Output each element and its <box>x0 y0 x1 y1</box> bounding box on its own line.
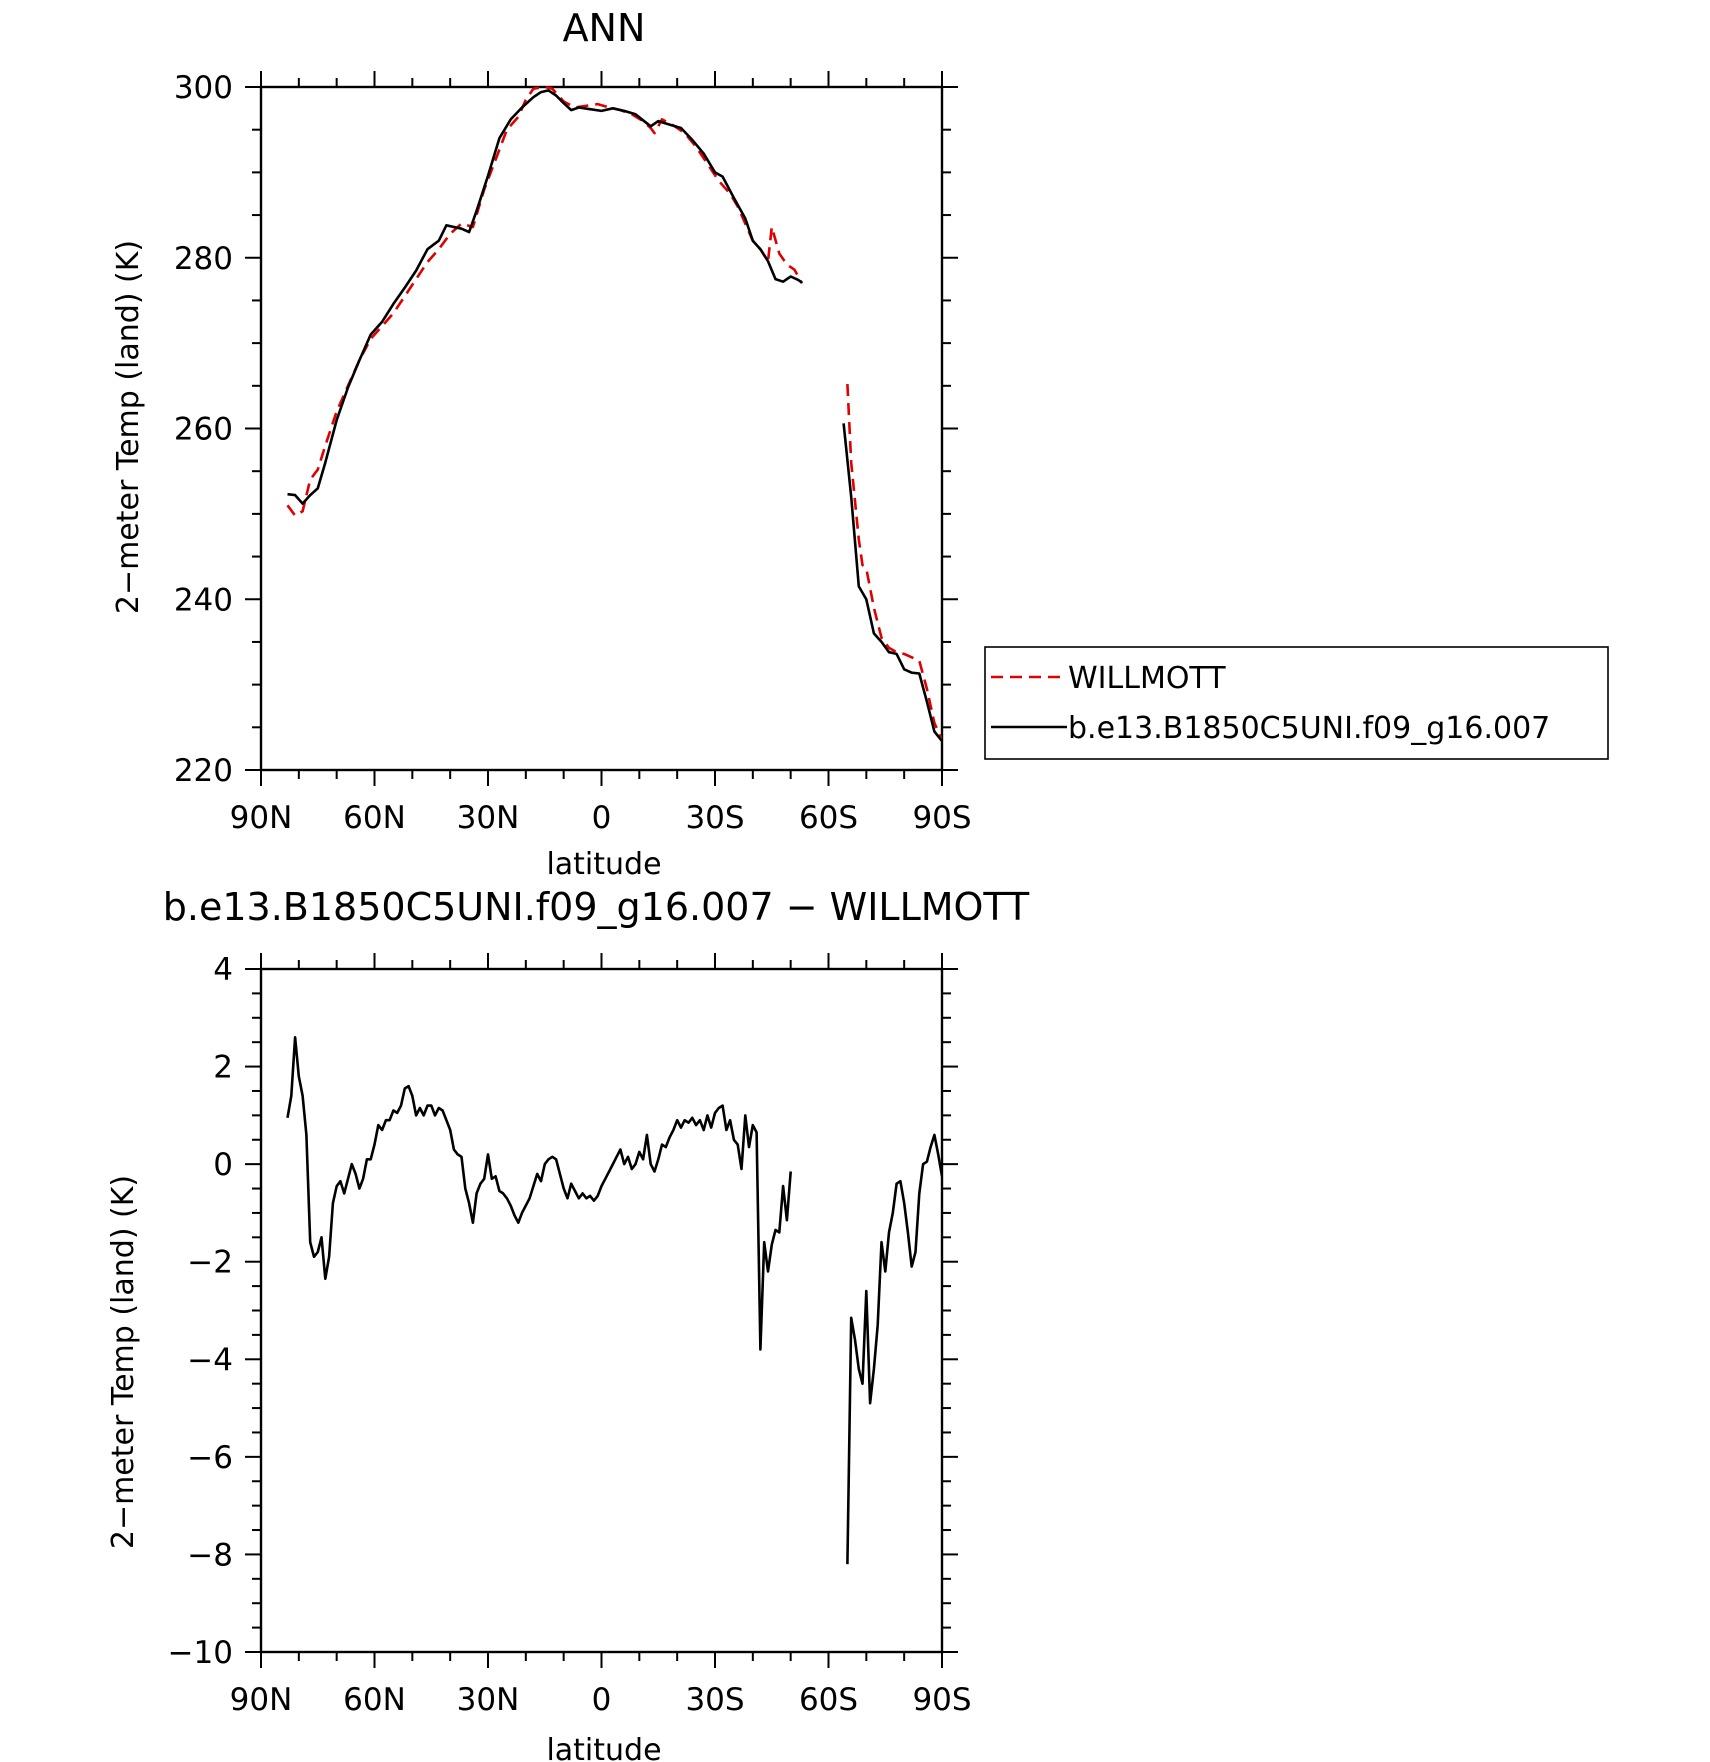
legend-box <box>984 646 1609 760</box>
bottom-panel-title: b.e13.B1850C5UNI.f09_g16.007 − WILLMOTT <box>163 885 1030 929</box>
bottom-y-tick-label: −4 <box>187 1342 233 1378</box>
bottom-y-tick-label: 2 <box>213 1050 233 1086</box>
top-x-tick-label: 30N <box>457 800 520 836</box>
bottom-y-tick-label: −10 <box>168 1635 233 1671</box>
top-y-tick-label: 300 <box>174 70 233 106</box>
top-series-willmott-line <box>846 384 942 741</box>
bottom-x-tick-label: 90S <box>912 1682 971 1718</box>
bottom-x-tick-label: 30N <box>457 1682 520 1718</box>
top-x-axis-label: latitude <box>546 847 661 882</box>
top-series-b-e13-b1850c5uni-f09-g16-007-line <box>287 89 803 505</box>
bottom-series-difference-line <box>286 1036 792 1351</box>
top-plot-area: 90N 60N 30N 0 30S 60S 90S 220 240 260 280 300 <box>174 70 972 836</box>
legend-label-willmott: WILLMOTT <box>1068 661 1226 696</box>
top-y-axis-label: 2−meter Temp (land) (K) <box>111 240 146 614</box>
top-series-b-e13-b1850c5uni-f09-g16-007-line <box>842 423 942 742</box>
top-series-willmott-line <box>286 85 804 517</box>
bottom-y-tick-label: 0 <box>213 1147 233 1183</box>
bottom-y-tick-label: −2 <box>187 1245 233 1281</box>
bottom-x-tick-label: 60S <box>799 1682 858 1718</box>
bottom-x-axis-label: latitude <box>546 1733 661 1762</box>
top-plot-frame <box>259 85 944 772</box>
top-panel-title: ANN <box>563 6 646 50</box>
top-y-tick-label: 240 <box>174 582 233 618</box>
bottom-plot-frame <box>259 967 944 1654</box>
bottom-y-tick-label: −8 <box>187 1537 233 1573</box>
bottom-plot-area: 90N 60N 30N 0 30S 60S 90S −10 −8 −6 −4 −2 0 2 4 <box>168 952 972 1718</box>
top-x-tick-label: 90N <box>230 800 293 836</box>
bottom-x-tick-label: 0 <box>592 1682 612 1718</box>
top-y-tick-label: 220 <box>174 753 233 789</box>
top-x-tick-label: 60S <box>799 800 858 836</box>
top-x-tick-label: 60N <box>343 800 406 836</box>
bottom-series-difference-line <box>846 1133 942 1565</box>
top-x-tick-label: 90S <box>912 800 971 836</box>
legend: WILLMOTT b.e13.B1850C5UNI.f09_g16.007 <box>984 646 1609 760</box>
bottom-x-tick-label: 30S <box>685 1682 744 1718</box>
bottom-x-tick-label: 90N <box>230 1682 293 1718</box>
bottom-x-tick-label: 60N <box>343 1682 406 1718</box>
bottom-y-tick-label: 4 <box>213 952 233 988</box>
bottom-panel: b.e13.B1850C5UNI.f09_g16.007 − WILLMOTT … <box>106 885 1030 1762</box>
top-x-tick-label: 0 <box>592 800 612 836</box>
bottom-y-axis-label: 2−meter Temp (land) (K) <box>106 1175 141 1549</box>
bottom-y-tick-label: −6 <box>187 1440 233 1476</box>
legend-label-model: b.e13.B1850C5UNI.f09_g16.007 <box>1068 711 1550 746</box>
top-x-tick-label: 30S <box>685 800 744 836</box>
top-y-tick-label: 280 <box>174 241 233 277</box>
top-panel: ANN 90N 60N 30N 0 30S 60S 90S 220 240 260 280 300 l… <box>111 6 1609 882</box>
top-y-tick-label: 260 <box>174 412 233 448</box>
